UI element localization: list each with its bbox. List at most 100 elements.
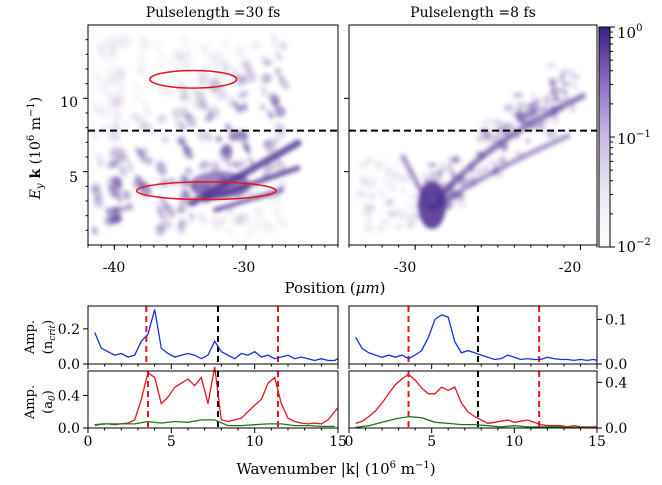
heatmap-a-blob	[119, 152, 130, 164]
heatmap-a-blob	[239, 129, 249, 141]
heatmap-b-blob	[569, 69, 574, 74]
heatmap-a-blob	[161, 216, 173, 230]
heatmap-a-blob	[91, 187, 103, 200]
heatmap-b-blob	[427, 162, 438, 168]
heatmap-a-blob	[180, 187, 190, 198]
heatmap-a-blob	[155, 57, 162, 64]
y-tick-label: 0.0	[58, 421, 80, 437]
heatmap-a-blob	[111, 129, 121, 142]
ncrit-y-axis-label: Amp.	[23, 320, 38, 355]
heatmap-a-blob	[268, 224, 276, 234]
heatmap-b-xtick-label: -20	[559, 260, 582, 276]
heatmap-b-blob	[525, 138, 531, 144]
heatmap-a-blob	[256, 218, 269, 232]
heatmap-a-blob	[241, 104, 246, 111]
panel-frame	[348, 305, 598, 365]
heatmap-b-blob	[555, 87, 566, 94]
colorbar-label-mid: 10−1	[617, 129, 651, 148]
heatmap-b-blob	[365, 157, 373, 164]
heatmap-b-core	[418, 181, 446, 229]
heatmap-b-blob	[385, 167, 391, 173]
y-tick-label: 0.0	[605, 357, 627, 373]
heatmap-a-blob	[140, 33, 150, 47]
heatmap-a-blob	[113, 184, 121, 198]
heatmap-b-blob	[515, 101, 527, 107]
heatmap-b-blob	[386, 210, 393, 216]
wavenumber-axis-label: Wavenumber |k| (106 m−1)	[236, 460, 435, 478]
heatmap-b-blob	[440, 163, 445, 169]
heatmap-b-blob	[484, 165, 489, 171]
heatmap-a-blobs	[90, 33, 302, 237]
heatmap-a-blob	[207, 106, 220, 119]
heatmap-a-blob	[156, 204, 165, 219]
heatmap-a-blob	[224, 122, 232, 132]
heatmap-b-blob	[365, 180, 375, 190]
heatmap-b-blob	[383, 198, 392, 208]
heatmap-b-blob	[395, 223, 402, 230]
heatmap-a-blob	[121, 65, 128, 73]
heatmap-b-blob	[503, 103, 514, 112]
heatmap-a-frame	[87, 24, 339, 246]
panel-frame	[348, 370, 598, 429]
heatmap-a-blob	[112, 104, 118, 111]
heatmap-b-blob	[357, 190, 365, 198]
heatmap-a-blob	[259, 103, 266, 111]
ncrit-y-axis-unit: (ncrit)	[41, 320, 58, 354]
heatmap-b-blob	[364, 223, 374, 232]
heatmap-a-blob	[269, 93, 280, 106]
heatmap-a-blob	[114, 205, 121, 213]
heatmap-a-blob	[264, 161, 276, 174]
heatmap-a-ellipse	[135, 181, 277, 201]
heatmap-b-blob	[513, 92, 524, 98]
heatmap-b-blob	[406, 201, 417, 211]
heatmap-b-blob	[458, 177, 467, 188]
heatmap-a-blob	[175, 119, 184, 132]
heatmap-a-blob	[232, 67, 239, 81]
heatmap-b-blob	[530, 93, 536, 99]
heatmap-a-blob	[264, 139, 276, 153]
heatmap-a-blob	[111, 158, 122, 168]
heatmap-a-blob	[159, 195, 168, 209]
heatmap-a-blob	[199, 101, 209, 111]
heatmap-b-blob	[499, 155, 506, 166]
heatmap-a-jet	[213, 188, 284, 212]
heatmap-a-blob	[179, 121, 187, 131]
heatmap-b-blob	[382, 179, 390, 187]
heatmap-b-blob	[476, 168, 482, 176]
y-tick-label: 0.4	[58, 388, 80, 404]
heatmap-b-blob	[367, 216, 373, 221]
heatmap-a-blob	[179, 51, 191, 61]
x-tick-label: 15	[588, 434, 606, 450]
heatmap-a-blob	[238, 74, 248, 85]
heatmap-a-blob	[261, 73, 272, 84]
heatmap-a-blob	[191, 88, 198, 96]
ncrit-panel-left: 0.0 0.2	[58, 305, 339, 373]
heatmap-b: -30 -20	[344, 24, 598, 276]
heatmap-b-blob	[457, 193, 464, 201]
heatmap-b-blob	[410, 194, 416, 199]
heatmap-a-blob	[197, 212, 207, 224]
heatmap-a-blob	[210, 54, 222, 68]
heatmap-a-blob	[136, 63, 147, 75]
heatmap-a-blob	[232, 100, 243, 114]
heatmap-a-xtick-label: -30	[233, 260, 256, 276]
heatmap-a-blob	[182, 146, 194, 160]
heatmap-a-blob	[92, 99, 103, 114]
heatmap-a-blob	[112, 110, 123, 122]
heatmap-a-blob	[269, 194, 276, 202]
heatmap-a-blob	[115, 91, 126, 105]
heatmap-a-blob	[246, 228, 254, 237]
heatmap-b-blob	[452, 155, 460, 163]
heatmap-a-xtick-label: -40	[103, 260, 126, 276]
heatmap-a-blob	[111, 175, 123, 188]
heatmap-b-blob	[516, 117, 526, 125]
series-line-blue	[94, 309, 339, 362]
heatmap-a-blob	[183, 112, 192, 120]
heatmap-b-blob	[401, 211, 411, 221]
x-tick-label: 0	[84, 434, 93, 450]
heatmap-b-blob	[374, 161, 383, 170]
heatmap-a-blob	[198, 160, 210, 170]
heatmap-a-blob	[267, 110, 274, 120]
heatmap-a-core	[190, 171, 250, 199]
heatmap-b-title: Pulselength =8 fs	[410, 5, 536, 21]
